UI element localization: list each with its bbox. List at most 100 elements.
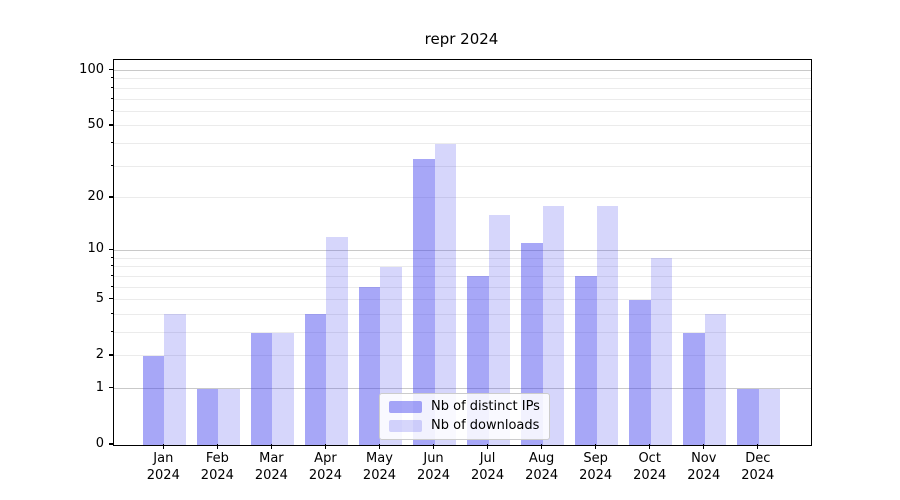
x-tick-label-apr: Apr 2024 xyxy=(308,451,342,483)
y-tick-100 xyxy=(108,68,113,71)
bar-nb-of-downloads-mar-2024 xyxy=(272,332,294,445)
bar-nb-of-distinct-ips-apr-2024 xyxy=(304,314,327,445)
y-minor-tick-20 xyxy=(110,196,113,198)
bar-nb-of-downloads-jun-2024 xyxy=(434,143,457,445)
y-minor-tick-7 xyxy=(110,274,113,276)
bar-nb-of-distinct-ips-sep-2024 xyxy=(575,276,597,445)
x-tick-label-jan: Jan 2024 xyxy=(146,451,180,483)
y-gridline-minor-2 xyxy=(114,355,811,357)
x-tick-label-may: May 2024 xyxy=(362,451,397,483)
bar-nb-of-downloads-jan-2024 xyxy=(164,314,186,445)
bar-nb-of-distinct-ips-mar-2024 xyxy=(250,332,273,445)
bar-nb-of-downloads-dec-2024 xyxy=(758,388,781,445)
x-tick-jan xyxy=(162,444,164,449)
x-tick-feb xyxy=(216,444,218,449)
x-tick-may xyxy=(378,444,381,449)
x-tick-label-feb: Feb 2024 xyxy=(200,451,234,483)
y-minor-tick-6 xyxy=(110,285,113,287)
y-minor-tick-50 xyxy=(110,124,113,126)
legend: Nb of distinct IPs Nb of downloads xyxy=(379,393,550,440)
bar-nb-of-distinct-ips-nov-2024 xyxy=(683,332,705,445)
bar-nb-of-downloads-aug-2024 xyxy=(542,206,565,445)
y-gridline-minor-8 xyxy=(114,266,811,268)
legend-item-nb-of-distinct-ips: Nb of distinct IPs xyxy=(389,399,540,414)
x-tick-oct xyxy=(649,444,651,449)
x-tick-label-oct: Oct 2024 xyxy=(633,451,667,483)
bar-nb-of-distinct-ips-feb-2024 xyxy=(196,388,219,445)
x-tick-apr xyxy=(324,444,327,449)
bar-nb-of-distinct-ips-jan-2024 xyxy=(142,355,165,445)
y-gridline-minor-50 xyxy=(114,125,811,127)
x-tick-label-nov: Nov 2024 xyxy=(687,451,721,483)
y-gridline-minor-4 xyxy=(114,313,811,315)
y-gridline-major-100 xyxy=(114,70,811,72)
x-tick-dec xyxy=(757,444,759,449)
legend-label-nb-of-downloads: Nb of downloads xyxy=(431,418,540,433)
y-tick-label-2: 2 xyxy=(95,346,104,362)
y-tick-1 xyxy=(108,387,113,389)
legend-swatch-nb-of-distinct-ips xyxy=(389,400,422,413)
x-tick-aug xyxy=(540,444,543,449)
bar-nb-of-downloads-feb-2024 xyxy=(218,388,240,445)
y-gridline-minor-30 xyxy=(114,165,811,167)
legend-label-nb-of-distinct-ips: Nb of distinct IPs xyxy=(431,399,540,414)
bar-nb-of-distinct-ips-dec-2024 xyxy=(737,388,759,445)
y-gridline-minor-90 xyxy=(114,78,811,80)
y-minor-tick-5 xyxy=(110,298,113,300)
y-gridline-minor-60 xyxy=(114,110,811,112)
x-tick-label-jul: Jul 2024 xyxy=(471,451,505,483)
bar-nb-of-downloads-nov-2024 xyxy=(704,314,727,445)
chart-title: repr 2024 xyxy=(424,30,499,48)
y-tick-label-50: 50 xyxy=(87,116,104,132)
y-gridline-major-1 xyxy=(114,388,811,390)
y-minor-tick-60 xyxy=(110,109,113,111)
x-tick-mar xyxy=(270,444,273,449)
y-minor-tick-70 xyxy=(110,97,113,99)
x-tick-label-aug: Aug 2024 xyxy=(525,451,559,483)
y-gridline-minor-6 xyxy=(114,286,811,288)
bar-nb-of-distinct-ips-oct-2024 xyxy=(629,299,651,445)
y-gridline-minor-3 xyxy=(114,332,811,334)
y-minor-tick-4 xyxy=(110,312,113,314)
x-tick-nov xyxy=(703,444,705,449)
y-minor-tick-90 xyxy=(110,77,113,79)
y-tick-0 xyxy=(108,443,113,445)
x-tick-jun xyxy=(432,444,435,449)
x-tick-label-mar: Mar 2024 xyxy=(254,451,288,483)
plot-area: Nb of distinct IPs Nb of downloads xyxy=(113,59,812,446)
x-tick-sep xyxy=(595,444,597,449)
bar-nb-of-downloads-sep-2024 xyxy=(596,206,619,445)
y-gridline-minor-40 xyxy=(114,143,811,145)
y-tick-label-1: 1 xyxy=(95,379,104,395)
y-minor-tick-40 xyxy=(110,142,113,144)
legend-item-nb-of-downloads: Nb of downloads xyxy=(389,418,540,433)
y-tick-label-20: 20 xyxy=(87,188,104,204)
bar-nb-of-downloads-oct-2024 xyxy=(650,258,673,445)
y-gridline-minor-20 xyxy=(114,197,811,199)
y-gridline-major-10 xyxy=(114,249,811,251)
y-tick-10 xyxy=(108,248,113,251)
bar-nb-of-distinct-ips-jun-2024 xyxy=(412,158,435,445)
y-minor-tick-3 xyxy=(110,331,113,333)
x-tick-label-dec: Dec 2024 xyxy=(741,451,775,483)
y-tick-label-100: 100 xyxy=(79,61,104,77)
bar-nb-of-downloads-jul-2024 xyxy=(488,215,511,445)
y-tick-label-5: 5 xyxy=(95,290,104,306)
x-tick-label-jun: Jun 2024 xyxy=(416,451,451,483)
bar-nb-of-downloads-apr-2024 xyxy=(326,236,349,445)
y-minor-tick-8 xyxy=(110,265,113,267)
x-tick-label-sep: Sep 2024 xyxy=(579,451,613,483)
y-gridline-minor-80 xyxy=(114,87,811,89)
y-gridline-minor-70 xyxy=(114,98,811,100)
bar-nb-of-distinct-ips-may-2024 xyxy=(358,287,381,445)
legend-swatch-nb-of-downloads xyxy=(389,419,422,432)
y-tick-label-0: 0 xyxy=(95,436,104,451)
y-minor-tick-9 xyxy=(110,256,113,258)
y-gridline-minor-5 xyxy=(114,299,811,301)
y-gridline-minor-9 xyxy=(114,257,811,259)
y-tick-label-10: 10 xyxy=(87,241,104,257)
y-minor-tick-30 xyxy=(110,164,113,166)
x-tick-jul xyxy=(486,444,489,449)
y-gridline-minor-7 xyxy=(114,275,811,277)
